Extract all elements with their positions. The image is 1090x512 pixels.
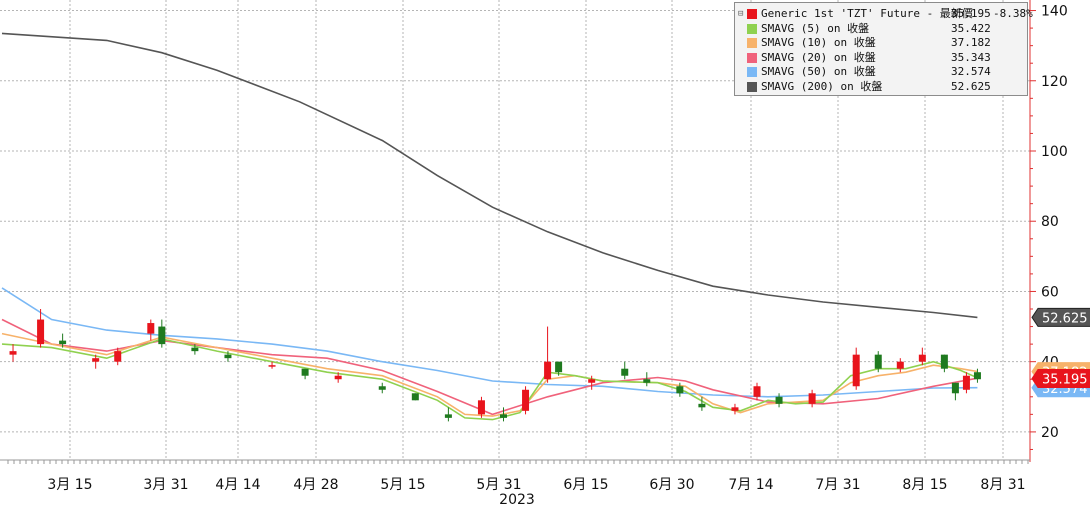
candle-body (191, 347, 199, 352)
candle-body (588, 379, 596, 383)
legend-change: -8.38% (993, 7, 1033, 20)
x-tick-label: 7月 31 (815, 477, 860, 493)
x-tick-label: 3月 15 (47, 477, 92, 493)
legend-row: SMAVG (50) on 收盤 32.574 (739, 65, 1025, 79)
y-axis: 20406080100120140 (1029, 0, 1068, 462)
x-tick-label: 4月 14 (215, 477, 260, 493)
legend-row: SMAVG (200) on 收盤 52.625 (739, 80, 1025, 94)
candle-body (477, 400, 485, 415)
legend-label: SMAVG (200) on 收盤 (761, 79, 883, 93)
legend-swatch (747, 38, 757, 48)
y-tick-label: 60 (1041, 284, 1059, 300)
candles (9, 309, 981, 422)
candle-body (544, 361, 552, 380)
x-tick-label: 4月 28 (293, 477, 338, 493)
x-tick-label: 8月 15 (902, 477, 947, 493)
candle-body (698, 403, 706, 408)
candle-body (896, 361, 904, 369)
candle-body (753, 386, 761, 397)
legend-row: SMAVG (20) on 收盤 35.343 (739, 51, 1025, 65)
y-tick-label: 140 (1041, 4, 1068, 20)
candle-body (59, 340, 67, 345)
legend: ⊟ Generic 1st 'TZT' Future - 最新價 35.195 -8.… (734, 2, 1033, 96)
legend-label: SMAVG (10) on 收盤 (761, 36, 876, 49)
x-tick-label: 3月 31 (143, 477, 188, 493)
candle-body (9, 351, 17, 355)
y-tick-label: 80 (1041, 214, 1059, 230)
x-axis: 3月 15 3月 31 4月 14 4月 28 5月 15 5月 31 6月 15 6月 30… (0, 459, 1030, 508)
legend-row: SMAVG (10) on 收盤 37.182 (739, 36, 1025, 50)
candle-body (621, 368, 629, 376)
legend-value: 35.195 (951, 7, 991, 20)
candle-body (874, 354, 882, 369)
candle-body (731, 407, 739, 411)
legend-swatch (747, 23, 757, 34)
x-axis-year-label: 2023 (499, 492, 535, 508)
candle-body (852, 354, 860, 387)
candle-body (808, 393, 816, 404)
legend-row: SMAVG (5) on 收盤 35.422 (739, 22, 1025, 36)
price-label-badge (1031, 369, 1090, 389)
legend-row: ⊟ Generic 1st 'TZT' Future - 最新價 35.195 -8.… (738, 7, 1033, 21)
legend-swatch (747, 9, 757, 19)
candle-body (301, 368, 309, 376)
candle-body (114, 351, 122, 362)
y-tick-label: 20 (1041, 425, 1059, 441)
legend-value: 52.625 (951, 79, 991, 93)
candle-body (951, 382, 959, 394)
candle-body (37, 319, 45, 345)
candle-body (676, 386, 684, 394)
legend-collapse-icon[interactable]: ⊟ (738, 9, 744, 19)
candle-body (973, 372, 981, 380)
x-tick-label: 6月 15 (563, 477, 608, 493)
candle-body (158, 326, 166, 345)
series-line (1, 338, 978, 421)
candle-body (555, 361, 563, 373)
legend-label: SMAVG (20) on 收盤 (761, 50, 876, 64)
x-tick-label: 5月 31 (476, 477, 521, 493)
legend-swatch (747, 52, 757, 63)
legend-value: 35.343 (951, 50, 991, 64)
candle-body (775, 396, 783, 404)
price-label-text: 52.625 (1042, 311, 1088, 326)
price-label-text: 35.195 (1042, 373, 1088, 388)
legend-value: 37.182 (951, 36, 991, 49)
y-tick-label: 100 (1041, 144, 1068, 160)
candle-body (147, 323, 155, 334)
x-tick-label: 7月 14 (728, 477, 773, 493)
x-tick-label: 8月 31 (980, 477, 1025, 493)
y-tick-label: 120 (1041, 74, 1068, 90)
candle-body (962, 375, 970, 390)
legend-value: 32.574 (951, 65, 991, 78)
candle-body (940, 354, 948, 369)
candle-body (92, 358, 100, 362)
candle-body (334, 375, 342, 380)
legend-label: Generic 1st 'TZT' Future - 最新價 (761, 7, 973, 20)
legend-swatch (747, 81, 757, 92)
candle-body (500, 414, 507, 418)
candle-body (643, 379, 651, 383)
x-tick-label: 5月 15 (380, 477, 425, 493)
legend-label: SMAVG (50) on 收盤 (761, 65, 876, 78)
candle-body (224, 354, 232, 359)
x-tick-label: 6月 30 (649, 477, 694, 493)
price-label-badge (1031, 307, 1090, 327)
legend-swatch (747, 67, 757, 77)
candle-body (378, 386, 386, 390)
legend-value: 35.422 (951, 21, 991, 35)
candle-body (918, 354, 926, 362)
candle-body (444, 414, 452, 418)
candle-body (522, 389, 530, 411)
candle-body (411, 393, 419, 401)
series-line (1, 32, 978, 319)
series-line (1, 287, 978, 398)
candle-body (268, 365, 276, 367)
legend-label: SMAVG (5) on 收盤 (761, 21, 870, 35)
